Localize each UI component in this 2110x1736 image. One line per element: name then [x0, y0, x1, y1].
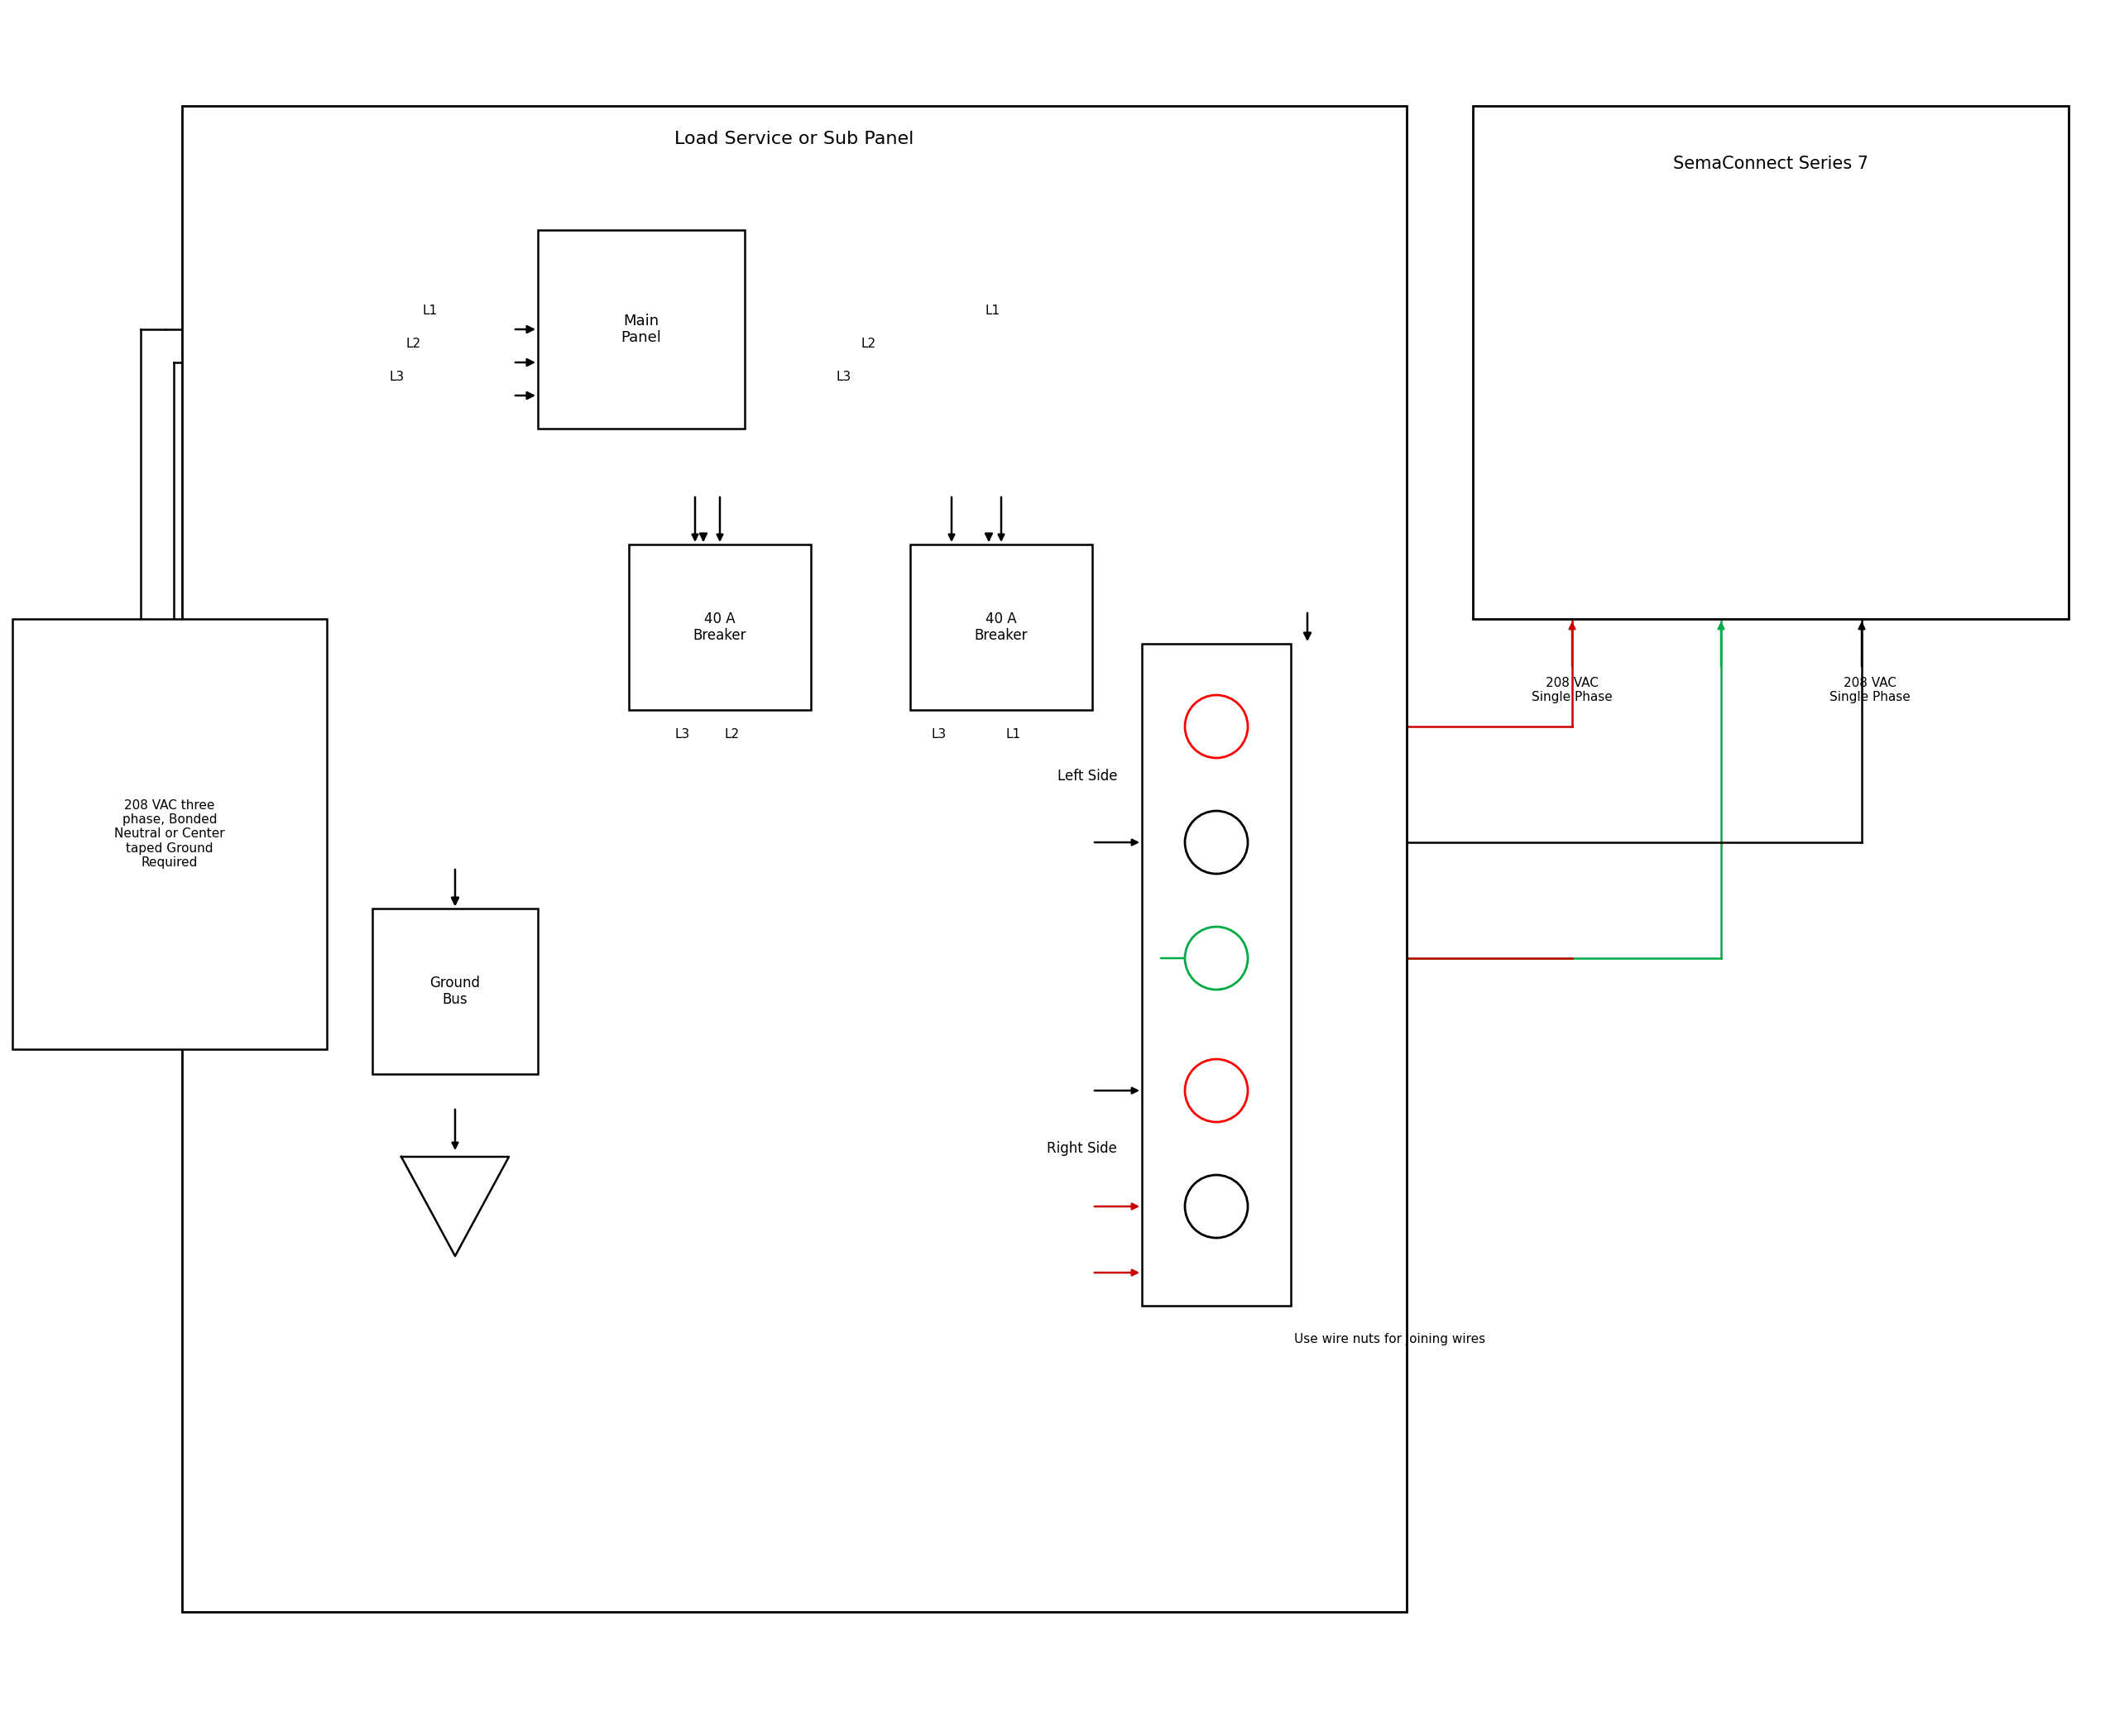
Text: 208 VAC three
phase, Bonded
Neutral or Center
taped Ground
Required: 208 VAC three phase, Bonded Neutral or C… [114, 799, 226, 870]
Text: L2: L2 [861, 337, 876, 351]
Text: Ground
Bus: Ground Bus [430, 976, 481, 1007]
Bar [371, 908, 538, 1075]
Text: L1: L1 [1006, 729, 1021, 741]
Bar [538, 231, 745, 429]
Text: Right Side: Right Side [1047, 1141, 1116, 1156]
Text: SemaConnect Series 7: SemaConnect Series 7 [1673, 156, 1867, 172]
Text: L3: L3 [836, 372, 852, 384]
Text: Main
Panel: Main Panel [620, 312, 663, 345]
Bar [181, 106, 1407, 1613]
Text: 40 A
Breaker: 40 A Breaker [975, 611, 1028, 644]
Text: L1: L1 [985, 304, 1000, 318]
Bar [1142, 644, 1291, 1305]
Bar [1473, 106, 2068, 620]
Text: 40 A
Breaker: 40 A Breaker [694, 611, 747, 644]
Text: L3: L3 [933, 729, 947, 741]
Text: Left Side: Left Side [1057, 769, 1116, 783]
Text: L2: L2 [726, 729, 741, 741]
Circle shape [1186, 927, 1247, 990]
Circle shape [1186, 811, 1247, 873]
Text: Use wire nuts for joining wires: Use wire nuts for joining wires [1296, 1333, 1485, 1345]
Text: L3: L3 [675, 729, 690, 741]
Text: L2: L2 [407, 337, 422, 351]
Text: L1: L1 [422, 304, 437, 318]
Text: 208 VAC
Single Phase: 208 VAC Single Phase [1532, 677, 1612, 703]
Text: 208 VAC
Single Phase: 208 VAC Single Phase [1829, 677, 1910, 703]
Circle shape [1186, 1175, 1247, 1238]
Text: L3: L3 [390, 372, 405, 384]
Circle shape [1186, 1059, 1247, 1121]
Circle shape [1186, 694, 1247, 759]
Bar [909, 545, 1093, 710]
Bar [13, 620, 327, 1049]
Bar [629, 545, 810, 710]
Text: Load Service or Sub Panel: Load Service or Sub Panel [675, 130, 914, 148]
